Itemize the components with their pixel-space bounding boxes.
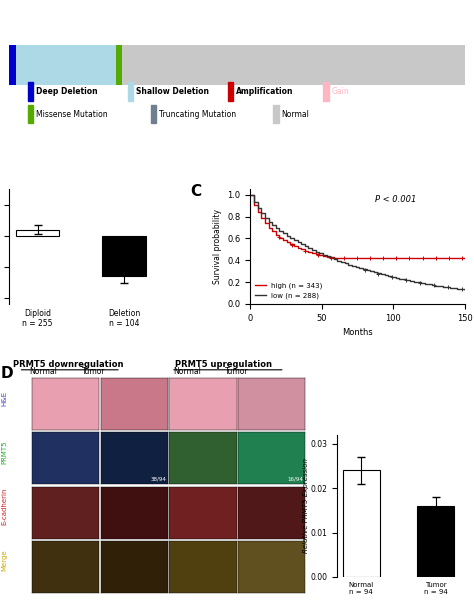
Text: 38/94: 38/94: [150, 477, 166, 482]
Text: Tumor: Tumor: [82, 367, 106, 376]
Text: H&E: H&E: [1, 391, 7, 406]
Text: Tumor: Tumor: [225, 367, 249, 376]
Text: PRMT5: PRMT5: [1, 441, 7, 464]
Bar: [228, 82, 233, 100]
Text: E-cadherin: E-cadherin: [1, 487, 7, 524]
Text: PRMT5 upregulation: PRMT5 upregulation: [175, 360, 272, 368]
Text: Missense Mutation: Missense Mutation: [36, 110, 108, 119]
Text: 16/94: 16/94: [287, 477, 303, 482]
Text: Merge: Merge: [1, 549, 7, 570]
Text: Normal: Normal: [173, 367, 201, 376]
Bar: [128, 82, 133, 100]
Text: C: C: [191, 184, 201, 199]
Bar: [27, 105, 33, 124]
Y-axis label: Relative PRMT5 Expression: Relative PRMT5 Expression: [303, 458, 309, 553]
Bar: [16, 45, 117, 85]
Text: **: **: [431, 511, 441, 521]
Bar: [122, 45, 465, 85]
Text: P < 0.001: P < 0.001: [374, 195, 416, 204]
Text: Gain: Gain: [332, 87, 349, 95]
Bar: [151, 105, 156, 124]
Bar: [417, 506, 455, 577]
Text: Normal: Normal: [30, 367, 57, 376]
Bar: [16, 230, 59, 236]
Text: D: D: [0, 367, 13, 381]
Text: Amplification: Amplification: [236, 87, 293, 95]
Y-axis label: Survival probability: Survival probability: [213, 209, 222, 284]
Bar: [9, 45, 16, 85]
X-axis label: Months: Months: [342, 328, 373, 337]
Text: ***: ***: [115, 254, 133, 264]
Text: Truncating Mutation: Truncating Mutation: [159, 110, 236, 119]
Text: Deep Deletion: Deep Deletion: [36, 87, 98, 95]
Text: Normal: Normal: [282, 110, 310, 119]
Text: Shallow Deletion: Shallow Deletion: [136, 87, 209, 95]
Bar: [343, 471, 380, 577]
Bar: [323, 82, 329, 100]
Bar: [102, 236, 146, 276]
Bar: [273, 105, 279, 124]
Text: PRMT5 downregulation: PRMT5 downregulation: [13, 360, 124, 368]
Legend: high (n = 343), low (n = 288): high (n = 343), low (n = 288): [254, 281, 324, 300]
Bar: [117, 45, 122, 85]
Bar: [27, 82, 33, 100]
